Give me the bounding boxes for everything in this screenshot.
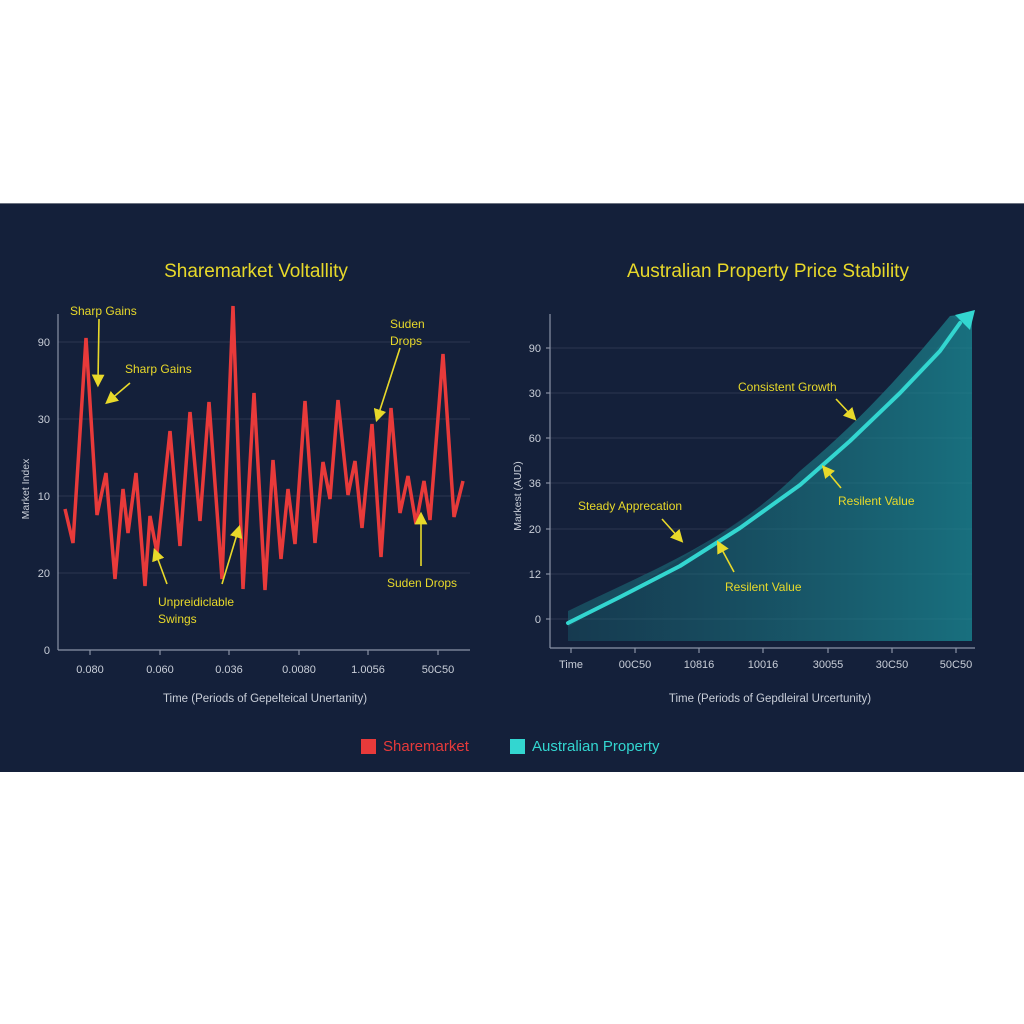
svg-text:90: 90 xyxy=(38,337,50,349)
svg-text:Resilent Value: Resilent Value xyxy=(725,580,802,594)
left-y-axis-label: Market Index xyxy=(20,458,32,519)
svg-text:Suden Drops: Suden Drops xyxy=(387,576,457,590)
property-chart: 90 30 60 36 20 12 0 Time 00C50 10816 100… xyxy=(512,310,975,705)
svg-text:10816: 10816 xyxy=(684,659,715,671)
right-x-axis-label: Time (Periods of Gepdleiral Urcertunity) xyxy=(669,693,871,705)
svg-text:Drops: Drops xyxy=(390,334,422,348)
right-y-ticks: 90 30 60 36 20 12 0 xyxy=(529,343,541,626)
svg-text:0.080: 0.080 xyxy=(76,664,104,676)
svg-text:60: 60 xyxy=(529,433,541,445)
property-line xyxy=(566,321,962,625)
svg-text:0.0080: 0.0080 xyxy=(282,664,316,676)
svg-text:10016: 10016 xyxy=(748,659,779,671)
svg-text:0.036: 0.036 xyxy=(215,664,243,676)
left-annotations: Sharp Gains Sharp Gains Suden Drops Unpr… xyxy=(70,304,457,626)
right-axes xyxy=(546,314,975,653)
svg-text:10: 10 xyxy=(38,491,50,503)
svg-text:20: 20 xyxy=(529,524,541,536)
sharemarket-chart: 90 30 10 20 0 0.080 0.060 0.036 0.0080 1… xyxy=(20,304,470,705)
svg-text:50C50: 50C50 xyxy=(940,659,972,671)
left-x-axis-label: Time (Periods of Gepelteical Unertanity) xyxy=(163,693,367,705)
svg-text:30: 30 xyxy=(38,414,50,426)
legend-label-sharemarket: Sharemarket xyxy=(383,738,469,755)
svg-text:Steady Apprecation: Steady Apprecation xyxy=(578,499,682,513)
svg-text:36: 36 xyxy=(529,478,541,490)
right-annotation-arrows xyxy=(661,398,857,573)
svg-text:0.060: 0.060 xyxy=(146,664,174,676)
right-annotations: Consistent Growth Steady Apprecation Res… xyxy=(578,380,915,594)
legend-label-property: Australian Property xyxy=(532,738,660,755)
svg-text:Sharp Gains: Sharp Gains xyxy=(125,362,192,376)
chart-panel: Sharemarket Voltallity Australian Proper… xyxy=(0,203,1024,772)
legend-item-sharemarket: Sharemarket xyxy=(361,738,469,755)
sharemarket-chart-title: Sharemarket Voltallity xyxy=(164,261,348,282)
svg-text:30C50: 30C50 xyxy=(876,659,908,671)
svg-text:Suden: Suden xyxy=(390,317,425,331)
svg-text:Swings: Swings xyxy=(158,612,197,626)
property-upper-band xyxy=(568,316,960,627)
svg-text:12: 12 xyxy=(529,569,541,581)
left-x-ticks: 0.080 0.060 0.036 0.0080 1.0056 50C50 xyxy=(76,664,454,676)
svg-text:30055: 30055 xyxy=(813,659,844,671)
svg-text:30: 30 xyxy=(529,388,541,400)
legend: Sharemarket Australian Property xyxy=(0,738,1024,758)
svg-text:20: 20 xyxy=(38,568,50,580)
sharemarket-swatch-icon xyxy=(361,739,376,754)
svg-text:Sharp Gains: Sharp Gains xyxy=(70,304,137,318)
charts-svg: 90 30 10 20 0 0.080 0.060 0.036 0.0080 1… xyxy=(20,304,975,705)
property-swatch-icon xyxy=(510,739,525,754)
left-annotation-arrows xyxy=(91,318,428,585)
svg-text:1.0056: 1.0056 xyxy=(351,664,385,676)
legend-item-property: Australian Property xyxy=(510,738,660,755)
svg-text:Resilent Value: Resilent Value xyxy=(838,494,915,508)
svg-text:50C50: 50C50 xyxy=(422,664,454,676)
svg-text:0: 0 xyxy=(44,645,50,657)
left-y-ticks: 90 30 10 20 0 xyxy=(38,337,50,657)
svg-text:90: 90 xyxy=(529,343,541,355)
right-y-axis-label: Markest (AUD) xyxy=(512,461,524,530)
svg-text:Consistent Growth: Consistent Growth xyxy=(738,380,837,394)
sharemarket-line xyxy=(63,305,465,591)
property-arrowhead-icon xyxy=(955,310,975,330)
property-chart-title: Australian Property Price Stability xyxy=(627,261,909,282)
svg-text:Time: Time xyxy=(559,659,583,671)
svg-text:00C50: 00C50 xyxy=(619,659,651,671)
svg-text:0: 0 xyxy=(535,614,541,626)
right-x-ticks: Time 00C50 10816 10016 30055 30C50 50C50 xyxy=(559,659,972,671)
left-axes xyxy=(57,314,470,655)
property-area-fill xyxy=(568,313,972,641)
left-gridlines xyxy=(58,341,470,574)
svg-text:Unpreidiclable: Unpreidiclable xyxy=(158,595,234,609)
